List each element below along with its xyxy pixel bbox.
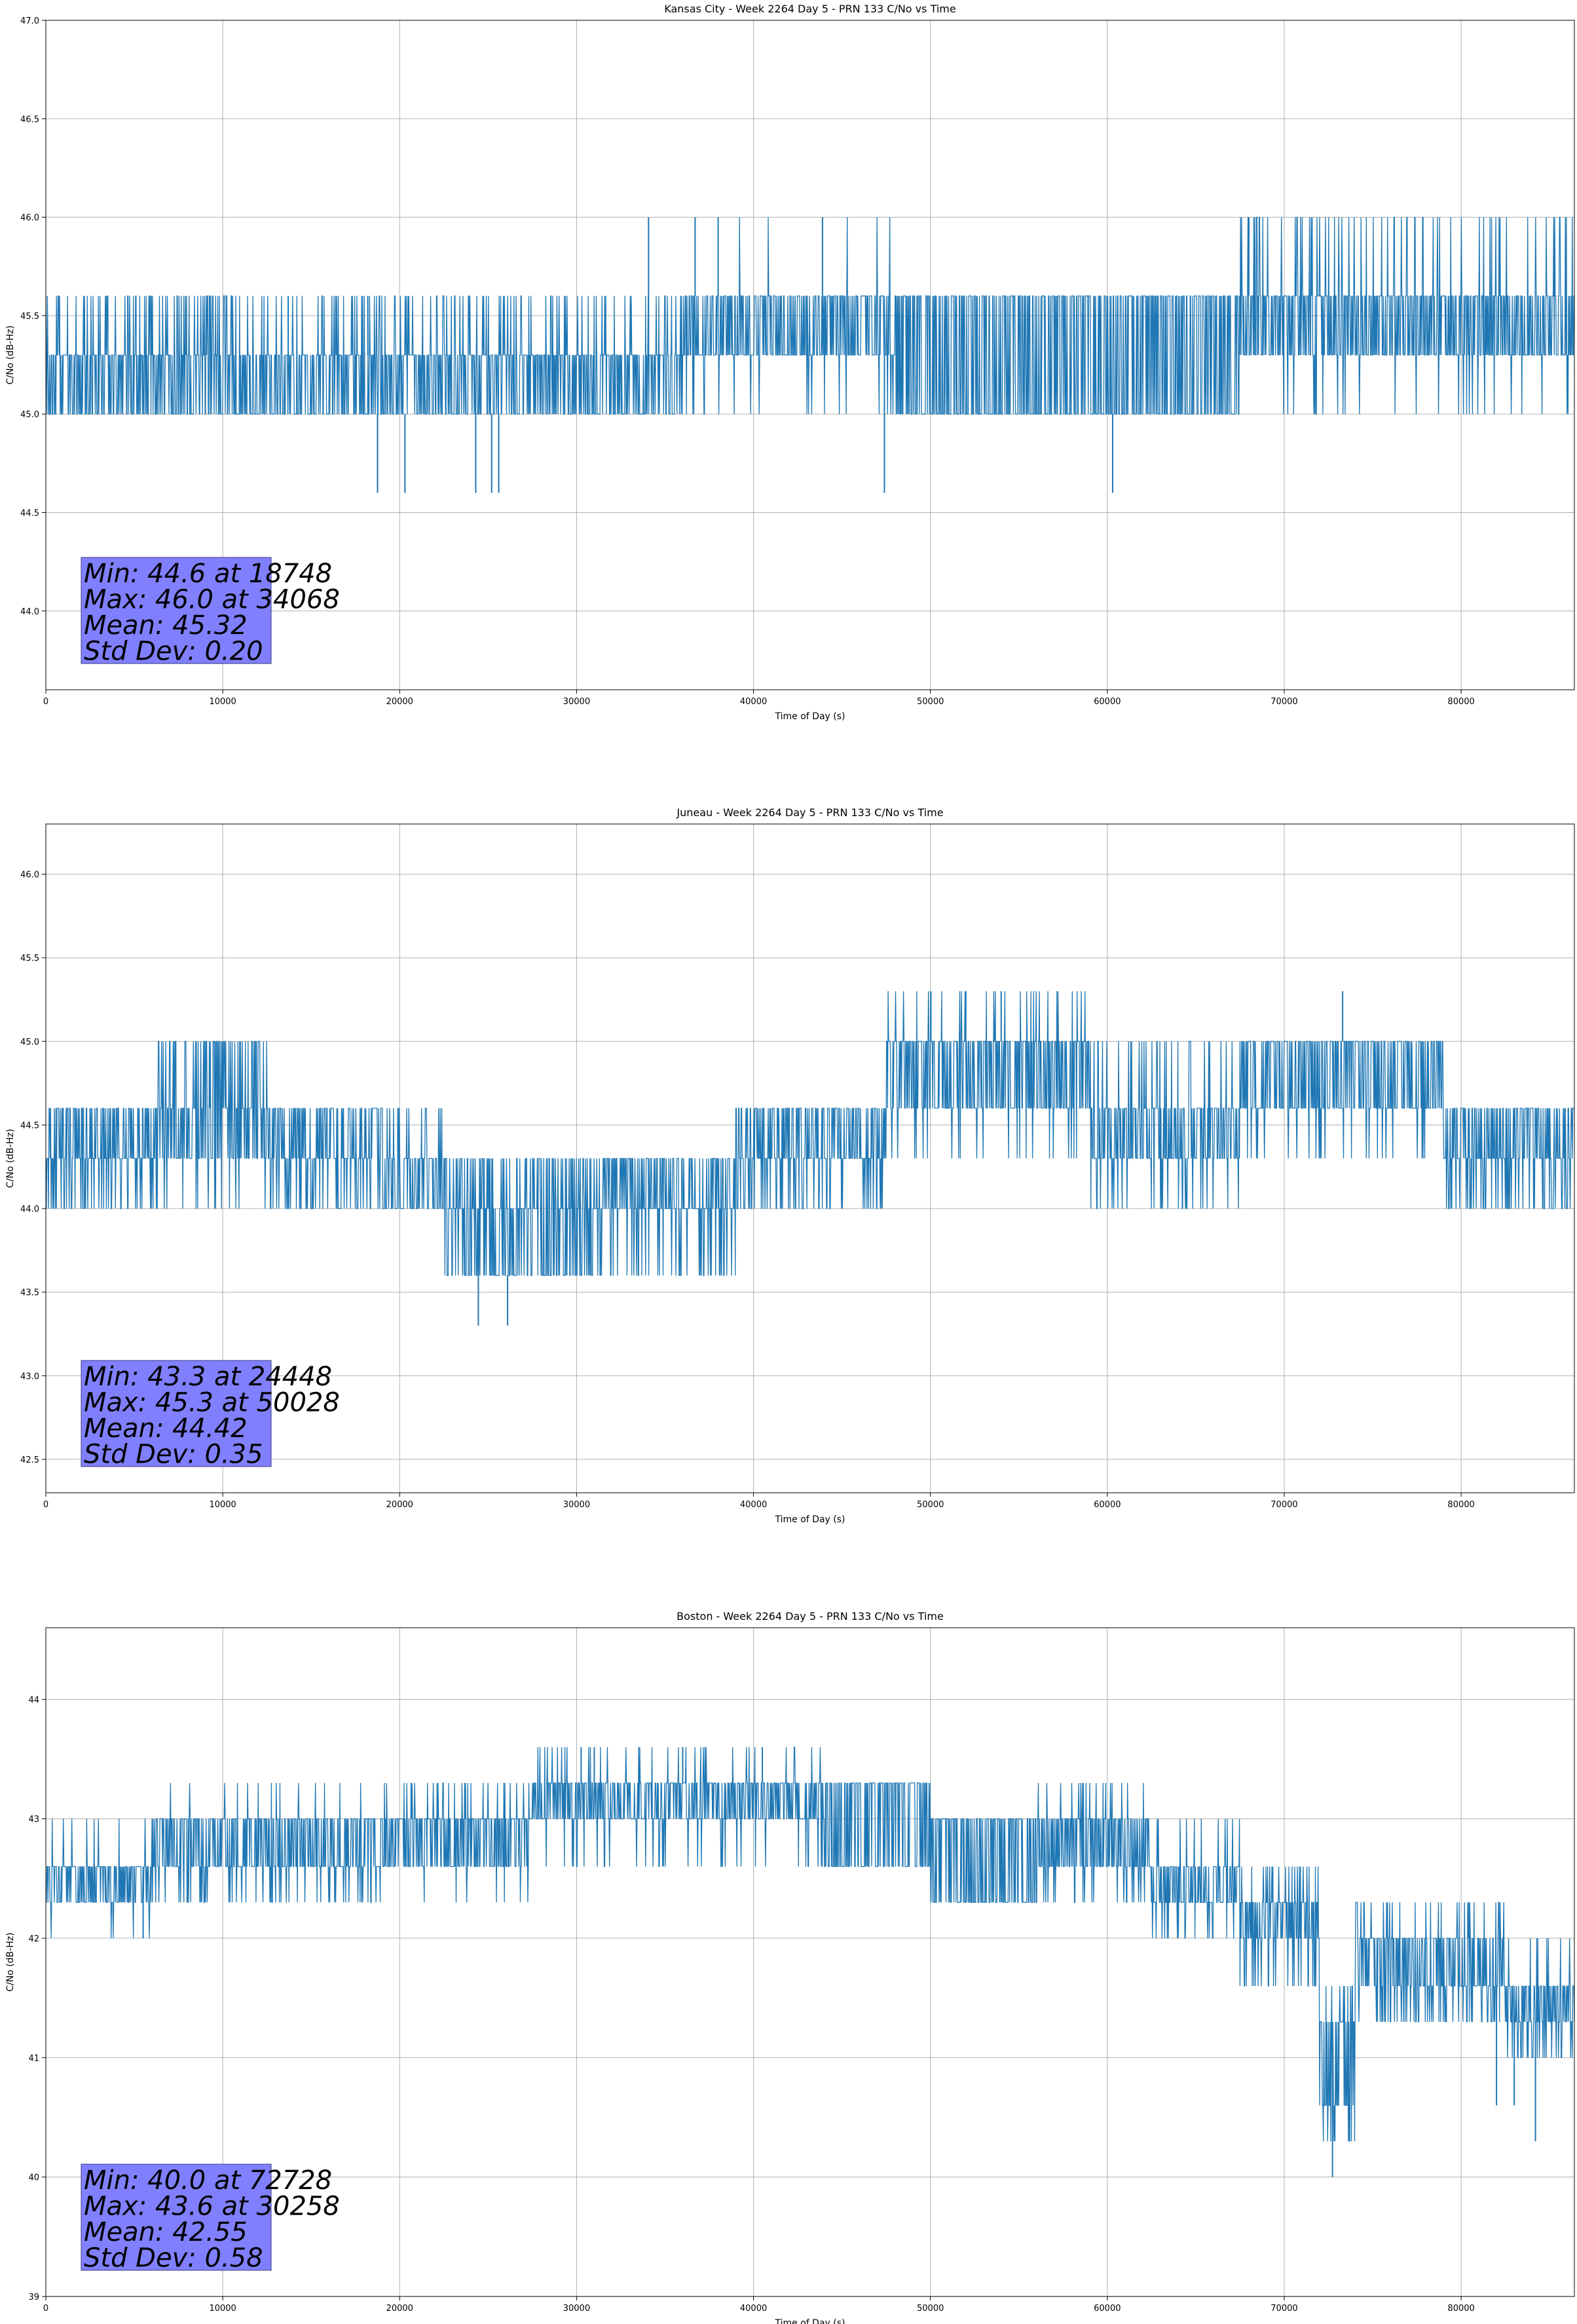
y-tick-label: 45.5	[20, 954, 39, 964]
x-tick-label: 30000	[563, 697, 590, 707]
stats-text: Min: 44.6 at 18748	[84, 559, 332, 589]
stats-text: Std Dev: 0.58	[84, 2243, 263, 2274]
y-tick-label: 43	[28, 1815, 39, 1825]
x-tick-label: 50000	[917, 1500, 944, 1510]
y-tick-label: 42.5	[20, 1455, 39, 1465]
stats-text: Mean: 45.32	[84, 610, 248, 641]
x-tick-label: 50000	[917, 2304, 944, 2314]
y-tick-label: 39	[28, 2293, 39, 2302]
stats-text: Std Dev: 0.20	[84, 637, 263, 667]
stats-text: Min: 43.3 at 24448	[84, 1362, 332, 1392]
x-tick-label: 70000	[1271, 2304, 1297, 2314]
series-line	[45, 991, 1574, 1276]
x-tick-label: 40000	[740, 2304, 767, 2314]
plot-area	[46, 1628, 1574, 2296]
x-tick-label: 20000	[386, 697, 413, 707]
subplot-3: 0 10000 20000 30000 40000 50000 60000 70000 8000…	[5, 1610, 1575, 2324]
y-tick-label: 40	[28, 2173, 39, 2183]
chart-title: Kansas City - Week 2264 Day 5 - PRN 133 …	[664, 3, 955, 15]
x-axis-label: Time of Day (s)	[775, 1514, 845, 1525]
axes-frame	[45, 20, 1575, 690]
stats-text: Std Dev: 0.35	[84, 1440, 263, 1470]
axes-frame	[45, 823, 1575, 1493]
axes-frame	[45, 1627, 1575, 2297]
x-tick-label: 60000	[1094, 1500, 1121, 1510]
y-tick-label: 46.5	[20, 115, 39, 124]
x-tick-label: 10000	[209, 697, 236, 707]
subplot-2: 0 10000 20000 30000 40000 50000 60000 70000 8000…	[5, 806, 1575, 1525]
y-tick-label: 43.5	[20, 1288, 39, 1298]
y-tick-label: 45.0	[20, 410, 39, 420]
y-axis-label: C/No (dB-Hz)	[5, 1129, 16, 1188]
y-tick-label: 47.0	[20, 16, 39, 26]
stats-box	[81, 2164, 272, 2271]
y-tick-label: 44.0	[20, 607, 39, 617]
y-tick-label: 44.0	[20, 1205, 39, 1214]
x-tick-label: 20000	[386, 1500, 413, 1510]
x-tick-label: 60000	[1094, 2304, 1121, 2314]
x-tick-label: 50000	[917, 697, 944, 707]
x-tick-label: 0	[43, 1500, 48, 1510]
x-tick-label: 80000	[1447, 1500, 1474, 1510]
series-line	[46, 1746, 1575, 2142]
stats-text: Max: 43.6 at 30258	[84, 2192, 340, 2222]
x-tick-label: 0	[43, 2304, 48, 2314]
chart-title: Boston - Week 2264 Day 5 - PRN 133 C/No …	[677, 1610, 944, 1622]
x-axis-label: Time of Day (s)	[775, 711, 845, 722]
y-tick-label: 46.0	[20, 871, 39, 880]
y-tick-label: 44.5	[20, 1121, 39, 1131]
x-axis-label: Time of Day (s)	[775, 2318, 845, 2324]
stats-text: Max: 46.0 at 34068	[84, 585, 340, 615]
x-tick-label: 80000	[1447, 2304, 1474, 2314]
y-tick-label: 42	[28, 1934, 39, 1944]
y-tick-label: 45.0	[20, 1038, 39, 1047]
chart-title: Juneau - Week 2264 Day 5 - PRN 133 C/No …	[676, 806, 943, 819]
y-tick-label: 44.5	[20, 508, 39, 518]
subplot-1: 0 10000 20000 30000 40000 50000 60000 70000 8000…	[5, 3, 1575, 722]
y-axis-label: C/No (dB-Hz)	[5, 326, 16, 384]
x-tick-label: 80000	[1447, 697, 1474, 707]
y-tick-label: 43.0	[20, 1372, 39, 1381]
series-line	[45, 216, 1574, 415]
y-tick-label: 45.5	[20, 312, 39, 322]
stats-text: Min: 40.0 at 72728	[84, 2165, 332, 2196]
x-tick-label: 60000	[1094, 697, 1121, 707]
y-axis-label: C/No (dB-Hz)	[5, 1932, 16, 1991]
x-tick-label: 10000	[209, 2304, 236, 2314]
stats-text: Mean: 42.55	[84, 2217, 248, 2247]
x-tick-label: 0	[43, 697, 48, 707]
x-tick-label: 40000	[740, 1500, 767, 1510]
x-tick-label: 40000	[740, 697, 767, 707]
y-tick-label: 46.0	[20, 214, 39, 223]
x-tick-label: 70000	[1271, 697, 1297, 707]
stats-text: Max: 45.3 at 50028	[84, 1388, 340, 1418]
y-tick-label: 44	[28, 1695, 39, 1705]
x-tick-label: 10000	[209, 1500, 236, 1510]
stats-text: Mean: 44.42	[84, 1414, 248, 1444]
x-tick-label: 70000	[1271, 1500, 1297, 1510]
x-tick-label: 30000	[563, 2304, 590, 2314]
y-tick-label: 41	[28, 2053, 39, 2063]
x-tick-label: 20000	[386, 2304, 413, 2314]
stats-box	[81, 1360, 272, 1467]
x-tick-label: 30000	[563, 1500, 590, 1510]
stats-box	[81, 557, 272, 664]
